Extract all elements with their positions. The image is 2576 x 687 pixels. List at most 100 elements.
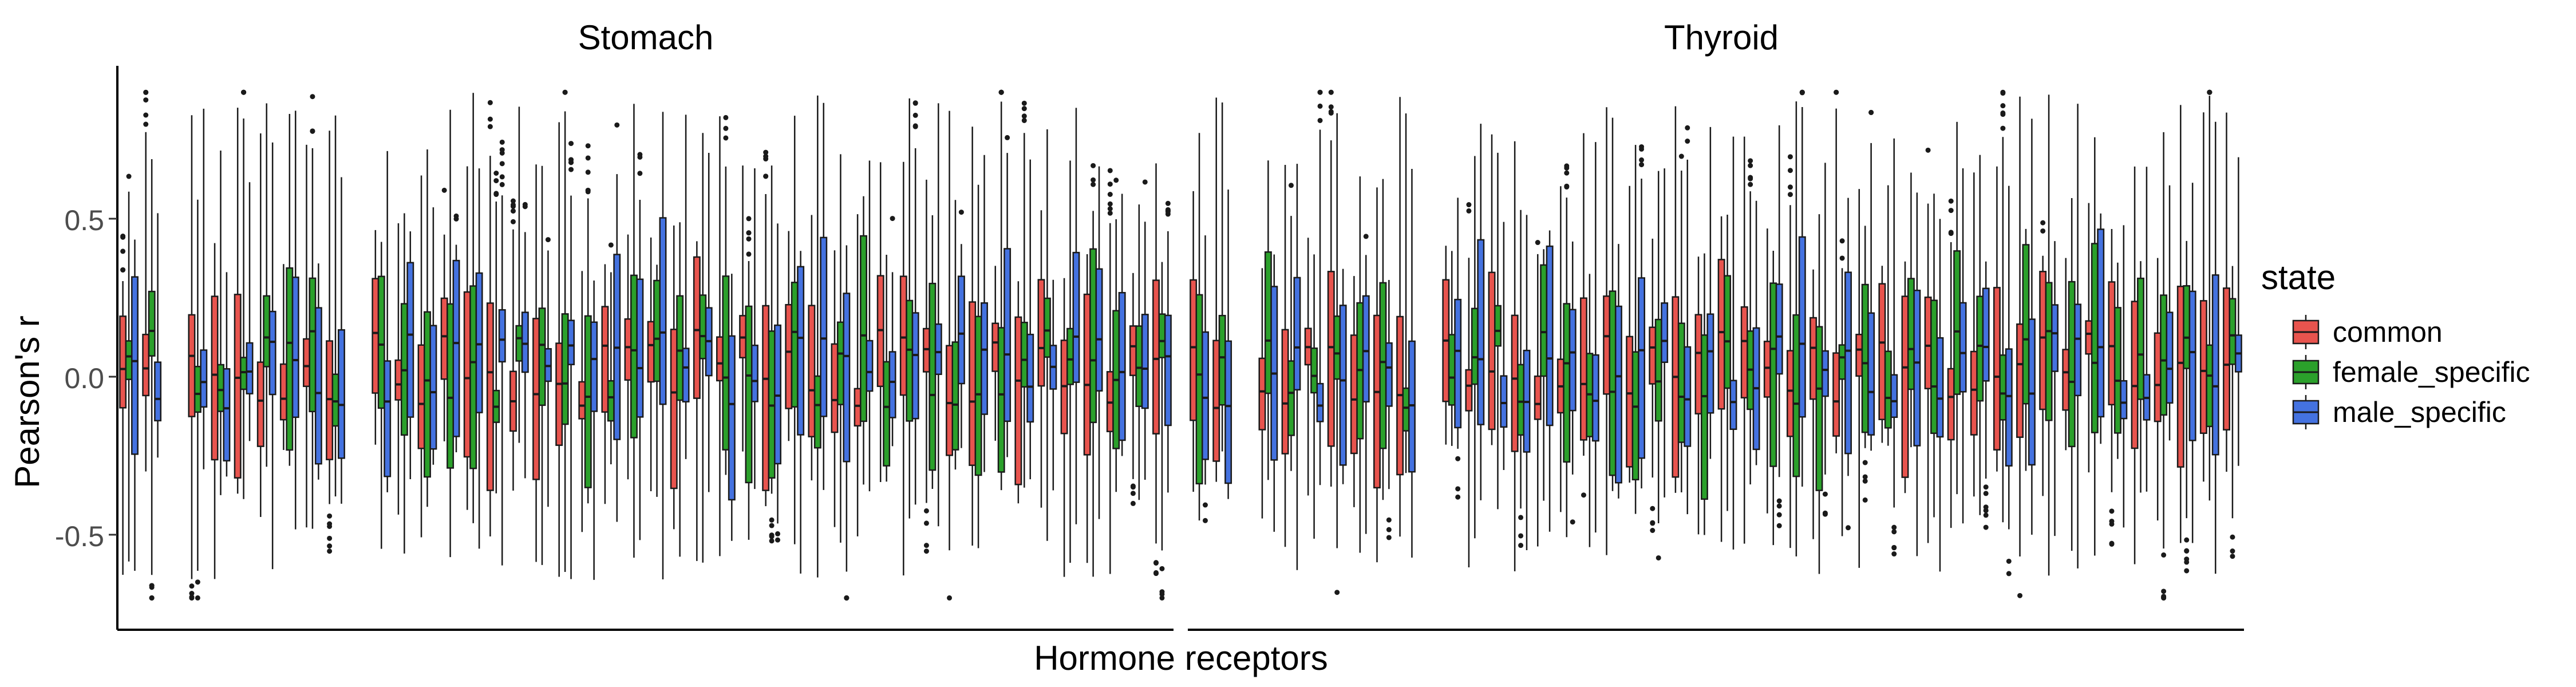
box-male_specific xyxy=(1316,89,1324,485)
box-body xyxy=(1844,271,1852,455)
box-body xyxy=(1568,309,1577,412)
outlier-point xyxy=(1748,181,1753,187)
box-male_specific xyxy=(1982,261,1990,530)
box-body xyxy=(808,305,816,437)
outlier-point xyxy=(585,169,591,175)
outlier-point xyxy=(310,94,315,100)
box-body xyxy=(1195,294,1203,485)
box-common xyxy=(991,266,999,441)
box-body xyxy=(286,267,294,451)
outlier-point xyxy=(2000,125,2006,131)
box-common xyxy=(303,144,310,528)
box-common xyxy=(1878,266,1886,443)
legend-title: state xyxy=(2261,258,2336,297)
outlier-point xyxy=(614,122,620,128)
box-female_specific xyxy=(1747,158,1755,485)
outlier-point xyxy=(327,523,333,529)
box-male_specific xyxy=(1638,144,1646,489)
box-common xyxy=(2039,220,2047,496)
outlier-point xyxy=(1822,511,1828,517)
outlier-point xyxy=(1165,211,1171,217)
box-male_specific xyxy=(1959,168,1967,524)
outlier-point xyxy=(1564,183,1570,189)
outlier-point xyxy=(1776,498,1782,504)
box-body xyxy=(1821,350,1829,397)
box-common xyxy=(716,116,724,556)
box-female_specific xyxy=(424,149,431,507)
box-body xyxy=(1014,316,1022,485)
box-body xyxy=(1798,236,1806,418)
box-body xyxy=(797,266,805,436)
box-common xyxy=(1465,202,1473,568)
box-body xyxy=(1724,275,1732,389)
outlier-point xyxy=(2000,90,2006,96)
box-body xyxy=(263,295,271,368)
box-male_specific xyxy=(2166,185,2174,441)
box-body xyxy=(193,365,202,413)
outlier-point xyxy=(1868,109,1874,115)
box-body xyxy=(1083,293,1091,456)
outlier-point xyxy=(1202,502,1208,508)
outlier-point xyxy=(2006,571,2012,577)
box-body xyxy=(1884,350,1892,429)
box-body xyxy=(1402,387,1410,432)
outlier-point xyxy=(1891,524,1897,530)
box-female_specific xyxy=(1953,121,1961,495)
outlier-point xyxy=(1650,520,1656,526)
outlier-point xyxy=(1822,491,1828,497)
box-body xyxy=(2091,243,2099,433)
outlier-point xyxy=(763,149,769,155)
box-female_specific xyxy=(331,115,339,497)
box-body xyxy=(1580,297,1587,441)
box-body xyxy=(452,259,460,437)
box-body xyxy=(2074,303,2082,397)
box-male_specific xyxy=(131,239,139,571)
box-female_specific xyxy=(1540,249,1548,501)
box-body xyxy=(813,375,821,449)
box-female_specific xyxy=(791,116,799,544)
box-male_specific xyxy=(1408,168,1416,558)
box-male_specific xyxy=(567,141,575,579)
box-body xyxy=(1815,326,1823,491)
box-body xyxy=(1976,295,1984,402)
outlier-point xyxy=(143,89,149,95)
box-body xyxy=(1775,283,1783,375)
box-body xyxy=(384,360,392,477)
box-body xyxy=(1258,357,1266,431)
outlier-point xyxy=(1948,198,1954,204)
box-body xyxy=(538,307,546,406)
box-male_specific xyxy=(2211,121,2219,574)
box-body xyxy=(1190,279,1198,421)
box-body xyxy=(843,293,851,463)
outlier-point xyxy=(585,188,591,194)
box-body xyxy=(1135,325,1143,407)
outlier-point xyxy=(2017,593,2023,598)
box-male_specific xyxy=(1049,279,1057,491)
box-male_specific xyxy=(2074,104,2082,568)
box-body xyxy=(590,321,598,412)
outlier-point xyxy=(2230,554,2235,559)
box-male_specific xyxy=(705,153,713,492)
outlier-point xyxy=(189,591,195,597)
box-common xyxy=(922,179,930,554)
box-male_specific xyxy=(337,177,345,504)
y-axis-ticks: -0.5 0.0 0.5 xyxy=(55,204,117,552)
box-female_specific xyxy=(1043,129,1051,541)
outlier-point xyxy=(1862,474,1868,480)
box-male_specific xyxy=(1568,241,1577,525)
box-common xyxy=(142,89,150,472)
box-body xyxy=(601,306,609,413)
box-female_specific xyxy=(2206,89,2214,501)
box-male_specific xyxy=(1500,222,1508,470)
outlier-point xyxy=(1983,524,1989,530)
box-common xyxy=(2131,166,2139,564)
outlier-point xyxy=(120,248,126,254)
box-male_specific xyxy=(314,263,322,480)
outlier-point xyxy=(1159,566,1165,571)
box-body xyxy=(1626,335,1634,468)
box-body xyxy=(2154,332,2162,423)
outlier-point xyxy=(1107,168,1113,173)
box-body xyxy=(906,299,914,422)
box-common xyxy=(372,230,380,445)
